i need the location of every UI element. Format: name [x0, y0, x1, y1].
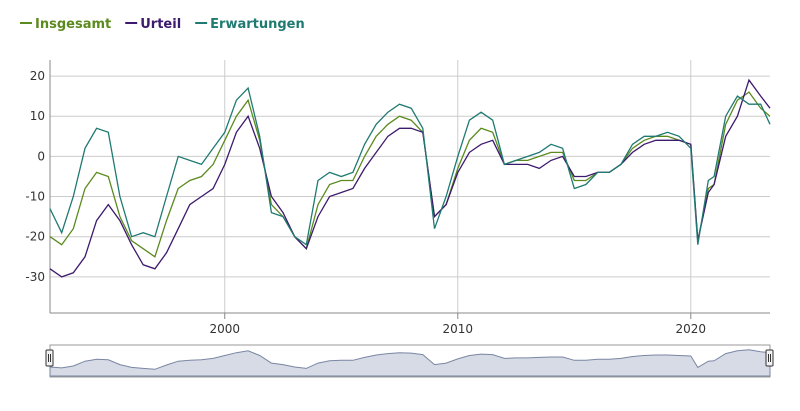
y-tick-label: -30 — [25, 270, 45, 284]
series-line — [49, 78, 771, 278]
x-tick-label: 2020 — [676, 322, 707, 336]
legend-label: Urteil — [140, 17, 181, 32]
legend-label: Erwartungen — [210, 17, 305, 32]
series-line — [49, 91, 771, 258]
y-tick-label: 20 — [30, 69, 45, 83]
y-tick-label: -20 — [25, 230, 45, 244]
series-line — [49, 86, 771, 246]
navigator-handle-right[interactable] — [765, 349, 774, 367]
x-tick-label: 2000 — [209, 322, 240, 336]
legend: Insgesamt Urteil Erwartungen — [20, 17, 305, 32]
y-tick-label: -10 — [25, 190, 45, 204]
y-tick-label: 10 — [30, 109, 45, 123]
legend-label: Insgesamt — [35, 17, 111, 32]
navigator-handle-left[interactable] — [45, 349, 54, 367]
x-tick-label: 2010 — [442, 322, 473, 336]
navigator-area — [49, 349, 771, 377]
y-tick-label: 0 — [37, 149, 45, 163]
